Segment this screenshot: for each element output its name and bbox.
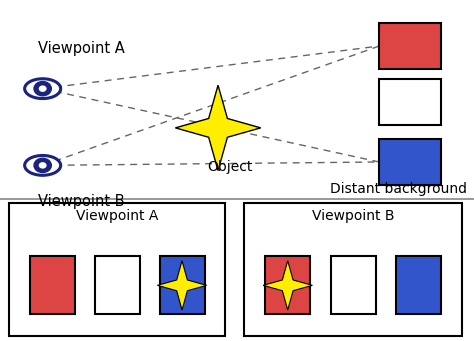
- Ellipse shape: [39, 162, 46, 169]
- Text: Viewpoint B: Viewpoint B: [38, 194, 125, 209]
- Bar: [396, 256, 441, 314]
- Bar: [379, 23, 441, 69]
- Text: Object: Object: [207, 160, 253, 174]
- Bar: [379, 79, 441, 125]
- Ellipse shape: [34, 81, 51, 96]
- Polygon shape: [157, 261, 207, 310]
- Bar: [244, 203, 462, 336]
- Bar: [265, 256, 310, 314]
- Bar: [95, 256, 140, 314]
- Bar: [331, 256, 375, 314]
- Bar: [9, 203, 225, 336]
- Text: Viewpoint A: Viewpoint A: [38, 41, 125, 56]
- Ellipse shape: [25, 155, 61, 175]
- Polygon shape: [175, 85, 261, 170]
- Ellipse shape: [25, 79, 61, 99]
- Ellipse shape: [39, 85, 46, 92]
- Ellipse shape: [34, 158, 51, 173]
- Text: Distant background: Distant background: [330, 182, 467, 196]
- Bar: [379, 139, 441, 185]
- Text: Viewpoint A: Viewpoint A: [76, 209, 158, 223]
- Bar: [30, 256, 75, 314]
- Polygon shape: [263, 261, 312, 310]
- Text: Viewpoint B: Viewpoint B: [312, 209, 394, 223]
- Bar: [159, 256, 205, 314]
